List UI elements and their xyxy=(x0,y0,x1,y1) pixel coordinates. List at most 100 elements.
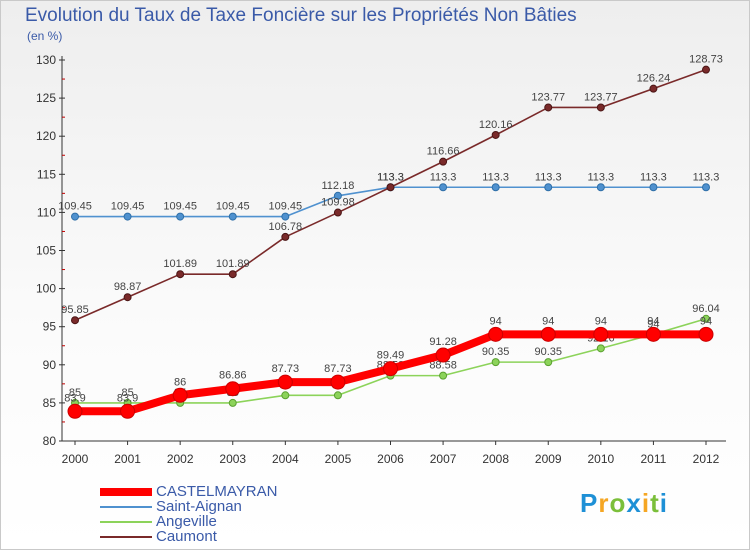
data-label: 113.3 xyxy=(482,171,509,183)
data-label: 90.35 xyxy=(534,346,562,358)
y-tick-label: 120 xyxy=(36,129,56,143)
x-tick-label: 2011 xyxy=(641,452,667,466)
data-label: 91.28 xyxy=(429,336,457,348)
data-label: 101.89 xyxy=(216,258,250,270)
proxiti-logo: Proxiti xyxy=(580,488,668,519)
data-label: 86 xyxy=(174,376,186,388)
data-label: 123.77 xyxy=(531,91,565,103)
legend-swatch xyxy=(100,506,152,508)
logo-letter: i xyxy=(659,488,668,518)
y-tick-label: 115 xyxy=(37,167,56,181)
data-point xyxy=(649,183,658,192)
logo-letter: t xyxy=(650,488,660,518)
data-point xyxy=(596,183,605,192)
data-point xyxy=(71,316,79,325)
data-point xyxy=(596,344,605,353)
data-label: 94 xyxy=(542,315,554,327)
series-line xyxy=(74,68,707,321)
y-tick-label: 85 xyxy=(43,396,57,410)
data-label: 87.73 xyxy=(324,363,352,375)
data-label: 86.86 xyxy=(219,370,247,382)
data-point xyxy=(228,212,237,221)
series-angeville: 85858585868688.5888.5890.3590.3592.16949… xyxy=(69,303,720,407)
x-tick-label: 2000 xyxy=(62,452,89,466)
legend-swatch xyxy=(100,536,152,538)
data-point xyxy=(491,358,500,367)
data-point xyxy=(176,212,185,221)
data-label: 120.16 xyxy=(479,119,513,131)
x-tick-label: 2009 xyxy=(535,452,562,466)
data-label: 94 xyxy=(647,318,659,330)
y-tick-label: 105 xyxy=(36,244,56,258)
data-point xyxy=(491,183,500,192)
data-point xyxy=(228,398,237,407)
legend-item: CASTELMAYRAN xyxy=(100,483,340,500)
x-tick-label: 2003 xyxy=(219,452,246,466)
data-point xyxy=(281,212,290,221)
data-point xyxy=(544,183,553,192)
logo-letter: i xyxy=(641,488,651,518)
data-point xyxy=(333,191,342,200)
data-point xyxy=(435,347,451,363)
data-label: 126.24 xyxy=(637,73,671,85)
data-label: 90.35 xyxy=(482,346,510,358)
data-label: 113.3 xyxy=(430,171,457,183)
x-tick-label: 2010 xyxy=(587,452,614,466)
data-point xyxy=(702,183,710,192)
y-tick-label: 80 xyxy=(43,434,57,448)
data-label: 109.45 xyxy=(163,201,197,213)
data-label: 116.66 xyxy=(427,146,460,158)
logo-letter: x xyxy=(626,488,642,518)
data-label: 85 xyxy=(121,387,133,399)
data-point xyxy=(277,374,293,390)
x-tick-label: 2012 xyxy=(693,452,720,466)
legend-item: Caumont xyxy=(100,528,340,545)
data-point xyxy=(593,326,609,342)
data-point xyxy=(225,381,241,397)
data-label: 98.87 xyxy=(114,281,142,293)
data-label: 128.73 xyxy=(689,54,723,66)
data-point xyxy=(71,212,79,221)
data-point xyxy=(383,361,398,377)
data-label: 112.18 xyxy=(322,180,355,192)
data-label: 113.3 xyxy=(693,171,720,183)
x-tick-label: 2005 xyxy=(325,452,352,466)
data-point xyxy=(645,326,661,342)
data-point xyxy=(702,65,710,74)
legend-item: Angeville xyxy=(100,513,340,530)
data-label: 101.89 xyxy=(163,258,197,270)
x-tick-label: 2007 xyxy=(430,452,457,466)
data-point xyxy=(439,183,448,192)
y-tick-label: 90 xyxy=(43,358,57,372)
data-point xyxy=(702,314,710,323)
data-point xyxy=(439,371,448,380)
data-point xyxy=(330,374,346,390)
data-point xyxy=(281,391,290,400)
data-label: 109.45 xyxy=(216,201,250,213)
logo-letter: P xyxy=(580,488,599,518)
legend-label: Saint-Aignan xyxy=(156,498,242,515)
data-label: 83.9 xyxy=(64,392,85,404)
data-point xyxy=(123,212,132,221)
data-point xyxy=(386,183,395,192)
data-label: 94 xyxy=(647,315,659,327)
data-point xyxy=(120,403,136,419)
data-point xyxy=(333,208,342,217)
logo-letter: o xyxy=(609,488,627,518)
x-tick-label: 2002 xyxy=(167,452,194,466)
logo-letter: r xyxy=(598,488,610,518)
data-point xyxy=(176,270,185,279)
data-label: 94 xyxy=(700,315,712,327)
y-tick-label: 95 xyxy=(43,320,57,334)
data-label: 94 xyxy=(490,315,502,327)
data-point xyxy=(491,130,500,139)
x-tick-label: 2006 xyxy=(377,452,404,466)
data-label: 113.3 xyxy=(535,171,562,183)
data-label: 89.49 xyxy=(377,350,405,362)
x-tick-label: 2004 xyxy=(272,452,299,466)
data-label: 88.58 xyxy=(429,360,457,372)
data-point xyxy=(596,103,605,112)
data-label: 94 xyxy=(595,315,607,327)
series-saint-aignan: 109.45 109.45 109.45 109.45 109.45 112.18 113.… xyxy=(58,171,720,221)
